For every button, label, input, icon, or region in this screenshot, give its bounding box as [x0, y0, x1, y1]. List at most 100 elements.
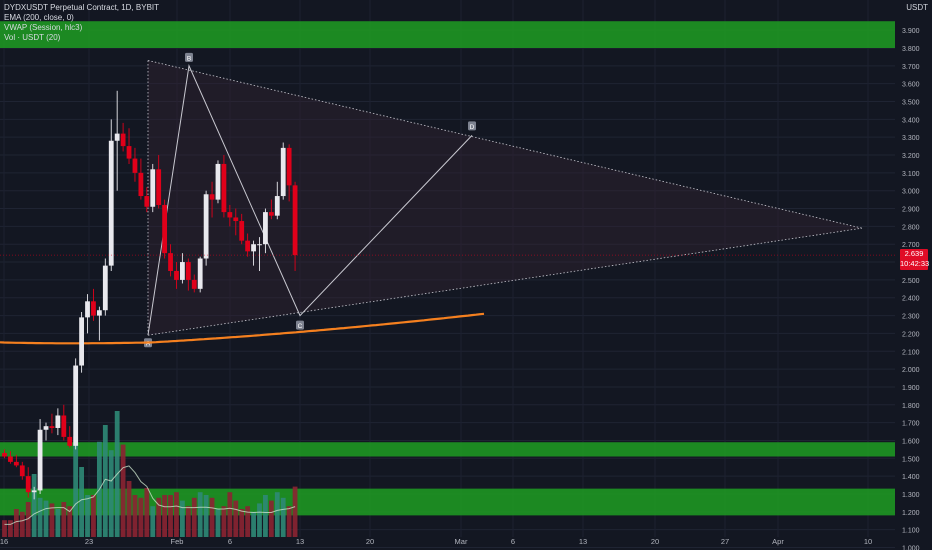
candle-body [286, 147, 292, 186]
volume-bar [251, 511, 256, 537]
volume-bar [31, 474, 37, 537]
y-tick-label: 1.300 [902, 492, 920, 499]
y-tick-label: 3.200 [902, 153, 920, 160]
y-tick-label: 3.300 [902, 135, 920, 142]
volume-bar [174, 492, 179, 537]
currency-label: USDT [906, 3, 928, 12]
volume-bar [79, 467, 84, 537]
x-tick-label: 23 [85, 537, 93, 546]
pattern-label-box [468, 121, 476, 131]
x-tick-label: 20 [651, 537, 659, 546]
volume-bar [245, 506, 251, 537]
candle-body [221, 163, 227, 213]
candle-body [49, 426, 55, 428]
pattern-label: A [146, 341, 151, 348]
x-tick-label: 10 [864, 537, 872, 546]
candle-body [203, 194, 209, 259]
volume-bar [221, 506, 227, 537]
volume-bar [280, 497, 286, 537]
volume-bar [91, 495, 96, 537]
candle-body [180, 262, 185, 280]
y-tick-label: 1.600 [902, 438, 920, 445]
volume-bar [25, 502, 31, 537]
x-tick-label: 20 [366, 537, 374, 546]
candle-body [132, 158, 138, 173]
y-tick-label: 3.500 [902, 100, 920, 107]
volume-bar [203, 495, 209, 537]
y-tick-label: 1.100 [902, 528, 920, 535]
candle-body [233, 217, 239, 222]
pattern-label: B [187, 55, 191, 62]
last-price-tag: 2.639 10:42:33 [900, 249, 929, 271]
volume-bar [263, 495, 268, 537]
volume-bar [239, 509, 245, 537]
x-tick-label: 13 [296, 537, 304, 546]
volume-bar [138, 497, 144, 537]
candle-body [174, 270, 179, 280]
candle-body [91, 301, 96, 316]
y-tick-label: 1.700 [902, 421, 920, 428]
candle-body [37, 429, 43, 491]
green-zone [0, 21, 895, 48]
candle-body [61, 415, 67, 437]
candle-body [156, 169, 162, 205]
candle-body [263, 212, 268, 245]
support-resistance-zones [0, 21, 895, 516]
volume-bar [13, 509, 19, 537]
ema-legend[interactable]: EMA (200, close, 0) [4, 13, 74, 22]
y-tick-label: 3.000 [902, 189, 920, 196]
volume-legend[interactable]: Vol · USDT (20) [4, 33, 61, 42]
green-zone [0, 442, 895, 457]
volume-bar [19, 511, 25, 537]
pattern-label: D [470, 124, 475, 131]
volume-bar [233, 500, 239, 537]
volume-bar [168, 495, 173, 537]
y-tick-label: 1.000 [902, 546, 920, 550]
indicator-legend: DYDXUSDT Perpetual Contract, 1D, BYBIT E… [4, 3, 159, 43]
candle-body [251, 244, 256, 252]
candle-body [108, 140, 114, 266]
candle-body [114, 133, 120, 141]
volume-bar [8, 520, 13, 537]
y-tick-label: 2.500 [902, 278, 920, 285]
candle-body [245, 240, 251, 252]
candle-body [257, 244, 262, 246]
candle-body [43, 426, 49, 430]
candle-body [67, 436, 73, 446]
candle-body [55, 415, 61, 428]
candle-body [292, 185, 298, 256]
candle-body [280, 147, 286, 197]
candle-body [227, 212, 233, 218]
y-tick-label: 3.900 [902, 28, 920, 35]
volume-bar [150, 506, 156, 537]
volume-bar [197, 492, 203, 537]
x-tick-label: 13 [579, 537, 587, 546]
vwap-legend[interactable]: VWAP (Session, hlc3) [4, 23, 83, 32]
y-tick-label: 2.200 [902, 331, 920, 338]
volume-bar [108, 450, 114, 537]
pattern-label: C [298, 323, 303, 330]
volume-bar [286, 506, 292, 537]
y-tick-label: 2.100 [902, 349, 920, 356]
candle-body [239, 221, 245, 241]
x-tick-label: 27 [721, 537, 729, 546]
candle-body [268, 212, 274, 216]
y-tick-label: 3.400 [902, 117, 920, 124]
volume-bar [73, 436, 79, 537]
y-tick-label: 3.100 [902, 171, 920, 178]
candle-body [102, 265, 108, 311]
triangle-pattern: A B C D [144, 52, 863, 348]
price-axis[interactable]: 3.900 3.800 3.700 3.600 3.500 3.400 3.300 3.200… [902, 28, 920, 550]
candle-body [73, 365, 79, 446]
candle-body [185, 262, 191, 280]
candle-body [191, 279, 197, 289]
pattern-label-box [296, 320, 304, 330]
candle-body [19, 465, 25, 477]
volume-bar [180, 500, 185, 537]
volume-bar [292, 486, 298, 537]
candle-body [138, 172, 144, 197]
last-price-value: 2.639 [904, 249, 924, 259]
symbol-title[interactable]: DYDXUSDT Perpetual Contract, 1D, BYBIT [4, 3, 160, 12]
time-axis[interactable]: 16 23 Feb 6 13 20 Mar 6 13 20 27 Apr 10 [0, 537, 872, 546]
